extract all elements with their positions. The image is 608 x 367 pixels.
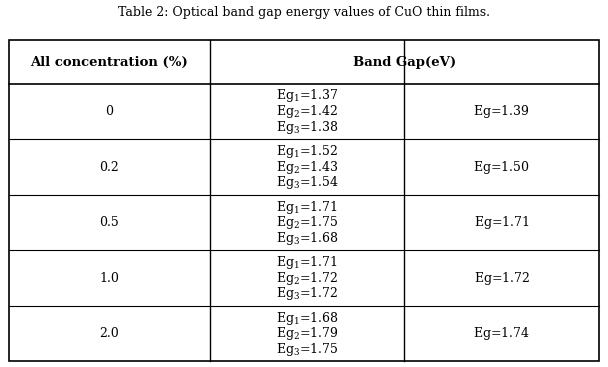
- Text: $\mathregular{Eg}$=1.71: $\mathregular{Eg}$=1.71: [474, 214, 530, 231]
- Text: $\mathregular{Eg}$=1.39: $\mathregular{Eg}$=1.39: [474, 103, 530, 120]
- Text: Band Gap(eV): Band Gap(eV): [353, 55, 456, 69]
- Text: $\mathregular{Eg_3}$=1.54: $\mathregular{Eg_3}$=1.54: [275, 174, 339, 191]
- Text: All concentration (%): All concentration (%): [30, 55, 188, 69]
- Text: 2.0: 2.0: [100, 327, 119, 340]
- Text: $\mathregular{Eg_2}$=1.43: $\mathregular{Eg_2}$=1.43: [276, 159, 338, 175]
- Text: $\mathregular{Eg_1}$=1.71: $\mathregular{Eg_1}$=1.71: [276, 254, 338, 271]
- Text: 0.2: 0.2: [100, 160, 119, 174]
- Text: $\mathregular{Eg_2}$=1.72: $\mathregular{Eg_2}$=1.72: [276, 270, 338, 287]
- Text: $\mathregular{Eg}$=1.50: $\mathregular{Eg}$=1.50: [473, 159, 530, 175]
- Text: $\mathregular{Eg_2}$=1.75: $\mathregular{Eg_2}$=1.75: [276, 214, 338, 231]
- Text: $\mathregular{Eg_2}$=1.79: $\mathregular{Eg_2}$=1.79: [276, 325, 338, 342]
- Text: $\mathregular{Eg}$=1.72: $\mathregular{Eg}$=1.72: [474, 270, 530, 287]
- Text: 1.0: 1.0: [100, 272, 119, 285]
- Text: $\mathregular{Eg_3}$=1.75: $\mathregular{Eg_3}$=1.75: [276, 341, 338, 358]
- Text: Table 2: Optical band gap energy values of CuO thin films.: Table 2: Optical band gap energy values …: [118, 6, 490, 19]
- Bar: [9, 40, 599, 361]
- Text: 0: 0: [105, 105, 114, 118]
- Text: $\mathregular{Eg_1}$=1.68: $\mathregular{Eg_1}$=1.68: [275, 310, 339, 327]
- Text: $\mathregular{Eg_3}$=1.38: $\mathregular{Eg_3}$=1.38: [276, 119, 338, 135]
- Text: $\mathregular{Eg_1}$=1.52: $\mathregular{Eg_1}$=1.52: [276, 143, 338, 160]
- Text: $\mathregular{Eg_3}$=1.68: $\mathregular{Eg_3}$=1.68: [275, 230, 339, 247]
- Text: $\mathregular{Eg_1}$=1.37: $\mathregular{Eg_1}$=1.37: [276, 87, 338, 105]
- Text: $\mathregular{Eg_2}$=1.42: $\mathregular{Eg_2}$=1.42: [276, 103, 338, 120]
- Text: $\mathregular{Eg_3}$=1.72: $\mathregular{Eg_3}$=1.72: [276, 285, 338, 302]
- Text: 0.5: 0.5: [100, 216, 119, 229]
- Text: $\mathregular{Eg}$=1.74: $\mathregular{Eg}$=1.74: [473, 325, 530, 342]
- Text: $\mathregular{Eg_1}$=1.71: $\mathregular{Eg_1}$=1.71: [276, 199, 338, 215]
